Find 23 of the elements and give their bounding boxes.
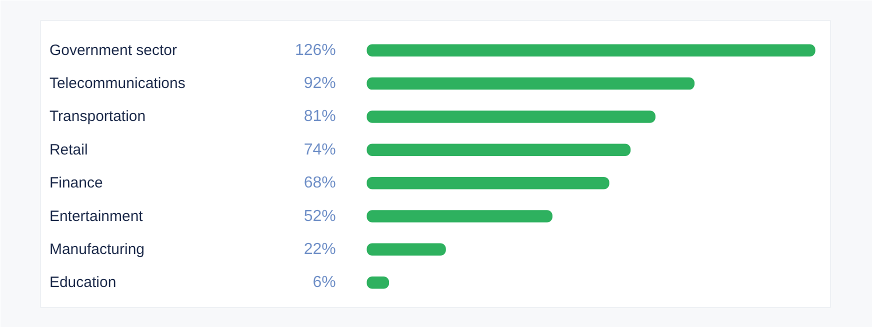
y-tick-label: Government sector	[49, 42, 178, 59]
bar	[366, 176, 610, 190]
bar	[366, 210, 552, 222]
data-label: 52%	[304, 208, 336, 225]
y-tick-label: Entertainment	[49, 208, 144, 225]
bar	[366, 110, 656, 123]
y-tick-label: Telecommunications	[49, 75, 186, 92]
data-label: 92%	[304, 75, 336, 92]
y-tick-label: Finance	[49, 174, 103, 192]
bar	[366, 44, 816, 56]
data-label: 6%	[312, 274, 336, 292]
y-tick-label: Education	[49, 274, 116, 292]
y-tick-label: Retail	[49, 141, 88, 158]
y-tick-label: Manufacturing	[49, 240, 145, 258]
bar	[366, 243, 446, 256]
data-label: 126%	[294, 42, 336, 59]
y-tick-label: Transportation	[49, 108, 146, 126]
bar	[366, 77, 695, 90]
data-label: 74%	[304, 141, 336, 158]
bar	[366, 144, 631, 156]
data-label: 22%	[304, 240, 336, 258]
data-label: 81%	[304, 108, 336, 126]
data-label: 68%	[304, 174, 336, 192]
